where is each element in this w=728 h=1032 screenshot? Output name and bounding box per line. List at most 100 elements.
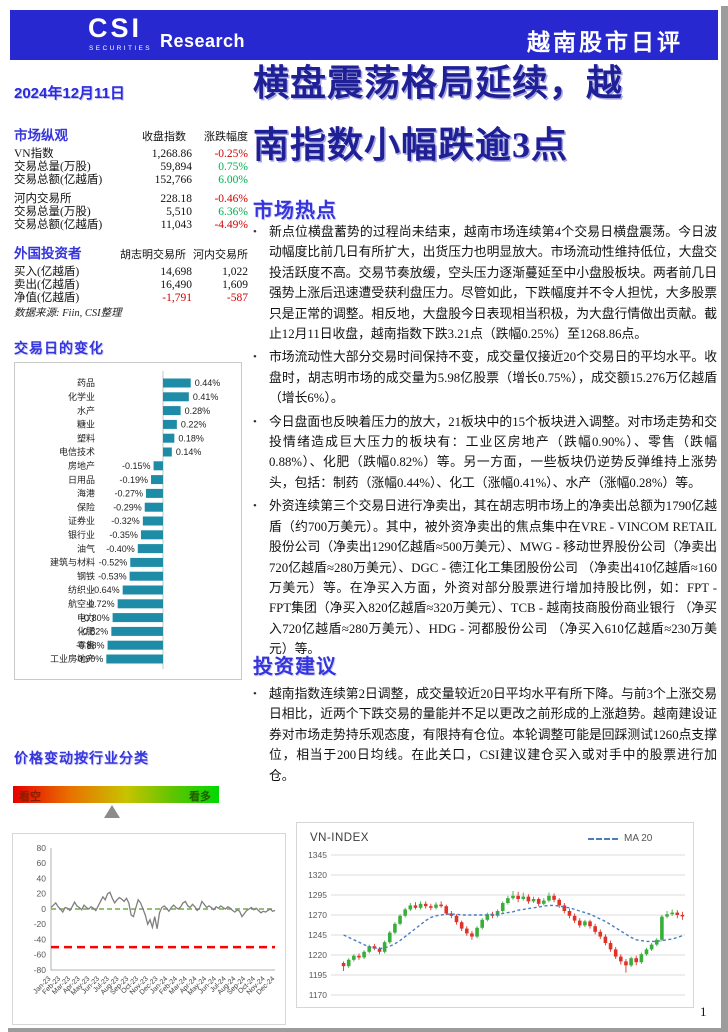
svg-text:-40: -40 (34, 934, 47, 944)
section-price-by-sector: 价格变动按行业分类 (14, 750, 149, 766)
svg-text:1220: 1220 (308, 950, 327, 960)
table-row: 河内交易所 228.18 -0.46% (14, 193, 248, 206)
svg-text:1270: 1270 (308, 910, 327, 920)
svg-text:60: 60 (37, 858, 47, 868)
svg-text:航空业: 航空业 (68, 598, 95, 609)
svg-text:油气: 油气 (77, 543, 95, 554)
row-change: 0.75% (218, 161, 248, 173)
row-label: 交易总额(亿越盾) (14, 174, 103, 186)
sentiment-marker-icon (103, 805, 120, 818)
foreign-investors-title: 外国投资者 (14, 246, 82, 261)
bullet-item: • 外资连续第三个交易日进行净卖出，其在胡志明市场上的净卖出总额为1790亿越盾（… (253, 496, 717, 659)
foreign-investors-header: 外国投资者 胡志明交易所 河内交易所 (14, 242, 248, 262)
bullet-text: 市场流动性大部分交易时间保持不变，成交量仅接近20个交易日的平均水平。收盘时，胡… (269, 350, 717, 406)
table-row: 交易总量(万股) 5,510 6.36% (14, 206, 248, 219)
sector-bar-chart-panel: 药品 0.44% 化学业 0.41% 水产 0.28% 糖业 0.22% 塑料 0.18% 电信技术… (14, 362, 242, 680)
svg-text:房地产: 房地产 (68, 460, 95, 471)
bullet-item: • 今日盘面也反映着压力的放大，21板块中的15个板块进入调整。对市场走势和交投情… (253, 412, 717, 494)
bullet-dot: • (253, 351, 257, 364)
table-row: 买入(亿越盾) 14,698 1,022 (14, 266, 248, 279)
svg-text:证券业: 证券业 (68, 515, 95, 526)
svg-text:保险: 保险 (77, 501, 95, 512)
report-type-title: 越南股市日评 (527, 29, 683, 55)
bullet-item: • 市场流动性大部分交易时间保持不变，成交量仅接近20个交易日的平均水平。收盘时，… (253, 347, 717, 408)
svg-text:建筑与材料: 建筑与材料 (50, 557, 95, 568)
report-date: 2024年12月11日 (14, 85, 125, 102)
svg-text:钢铁: 钢铁 (77, 570, 95, 581)
row-value: 59,894 (160, 161, 192, 173)
svg-text:-0.90%: -0.90% (75, 654, 104, 664)
header-bar: CSI SECURITIES Research 越南股市日评 (10, 10, 718, 60)
svg-text:-0.15%: -0.15% (122, 461, 151, 471)
row-label: 交易总量(万股) (14, 161, 91, 173)
table-row: 净值(亿越盾) -1,791 -587 (14, 292, 248, 305)
svg-text:银行业: 银行业 (68, 529, 95, 540)
csi-logo-securities: SECURITIES (89, 45, 153, 52)
svg-text:1295: 1295 (308, 890, 327, 900)
svg-text:-0.80%: -0.80% (81, 613, 110, 623)
svg-text:0.22%: 0.22% (181, 420, 207, 430)
row-change: 6.36% (218, 206, 248, 218)
bullet-dot: • (253, 226, 257, 238)
row-hose-value: 14,698 (160, 266, 192, 278)
svg-text:20: 20 (37, 889, 47, 899)
svg-text:零售: 零售 (77, 639, 95, 650)
foreign-investors-table: 外国投资者 胡志明交易所 河内交易所 买入(亿越盾) 14,698 1,022 卖出(… (14, 242, 248, 305)
svg-text:40: 40 (37, 873, 47, 883)
market-overview-title: 市场纵观 (14, 128, 68, 143)
svg-text:-0.35%: -0.35% (109, 530, 138, 540)
svg-text:-0.72%: -0.72% (86, 599, 115, 609)
sentiment-gradient-bar: 看空 看多 (13, 786, 219, 803)
table-row: 交易总额(亿越盾) 152,766 6.00% (14, 174, 248, 187)
svg-text:-0.52%: -0.52% (99, 558, 128, 568)
svg-text:-0.64%: -0.64% (91, 585, 120, 595)
investment-advice-bullets: • 越南指数连续第2日调整，成交量较近20日平均水平有所下降。与前3个上涨交易日相… (253, 684, 717, 789)
svg-text:-0.29%: -0.29% (113, 502, 142, 512)
research-label: Research (160, 31, 246, 51)
bullet-text: 外资连续第三个交易日进行净卖出，其在胡志明市场上的净卖出总额为1790亿越盾（约… (269, 499, 717, 657)
market-overview-rows: VN指数 1,268.86 -0.25% 交易总量(万股) 59,894 0.75% 交易总… (14, 148, 248, 232)
svg-text:电力: 电力 (77, 612, 95, 623)
svg-text:日用品: 日用品 (68, 475, 95, 485)
section-daily-change: 交易日的变化 (14, 340, 104, 356)
svg-text:-0.82%: -0.82% (80, 627, 109, 637)
svg-text:糖业: 糖业 (77, 419, 95, 430)
svg-text:工业房地产: 工业房地产 (50, 653, 95, 664)
row-change: -0.25% (214, 148, 248, 160)
svg-text:药品: 药品 (77, 378, 95, 388)
bullish-label: 看多 (189, 791, 211, 803)
table-row: VN指数 1,268.86 -0.25% (14, 148, 248, 161)
row-label: 河内交易所 (14, 193, 72, 205)
svg-text:0.44%: 0.44% (195, 378, 221, 388)
page-edge-shadow-right (721, 6, 728, 1032)
svg-text:0.41%: 0.41% (193, 392, 219, 402)
section-market-highlights: 市场热点 (253, 200, 337, 222)
svg-text:电信技术: 电信技术 (59, 446, 95, 457)
svg-text:0: 0 (41, 904, 46, 914)
market-overview-header: 市场纵观 收盘指数 涨跌幅度 (14, 124, 248, 144)
page-edge-shadow-bottom (8, 1028, 721, 1032)
row-change: -0.46% (214, 193, 248, 205)
table-row: 交易总额(亿越盾) 11,043 -4.49% (14, 219, 248, 232)
svg-text:-0.88%: -0.88% (76, 640, 105, 650)
svg-text:塑料: 塑料 (77, 432, 95, 443)
main-headline: 横盘震荡格局延续，越 南指数小幅跌逾3点 (253, 63, 624, 165)
row-label: 交易总额(亿越盾) (14, 219, 103, 231)
col-change: 涨跌幅度 (204, 131, 248, 143)
svg-text:-0.40%: -0.40% (106, 544, 135, 554)
csi-logo: CSI (88, 13, 143, 43)
row-change: -4.49% (214, 219, 248, 231)
svg-text:1195: 1195 (309, 970, 328, 980)
data-source-note: 数据来源: Fiin, CSI整理 (14, 308, 122, 319)
vnindex-chart-panel: 1345 1320 1295 1270 1245 1220 1195 1170 (296, 822, 694, 1008)
svg-text:-0.32%: -0.32% (111, 516, 140, 526)
page-number: 1 (700, 1004, 707, 1019)
row-hnx-value: 1,022 (222, 266, 248, 278)
col-close-index: 收盘指数 (142, 131, 186, 143)
svg-text:80: 80 (37, 843, 47, 853)
ma20-legend-line-icon (588, 837, 618, 840)
bullet-item: • 越南指数连续第2日调整，成交量较近20日平均水平有所下降。与前3个上涨交易日相… (253, 684, 717, 786)
svg-text:水产: 水产 (77, 405, 95, 416)
svg-text:-0.27%: -0.27% (114, 489, 143, 499)
svg-text:-0.19%: -0.19% (119, 475, 148, 485)
